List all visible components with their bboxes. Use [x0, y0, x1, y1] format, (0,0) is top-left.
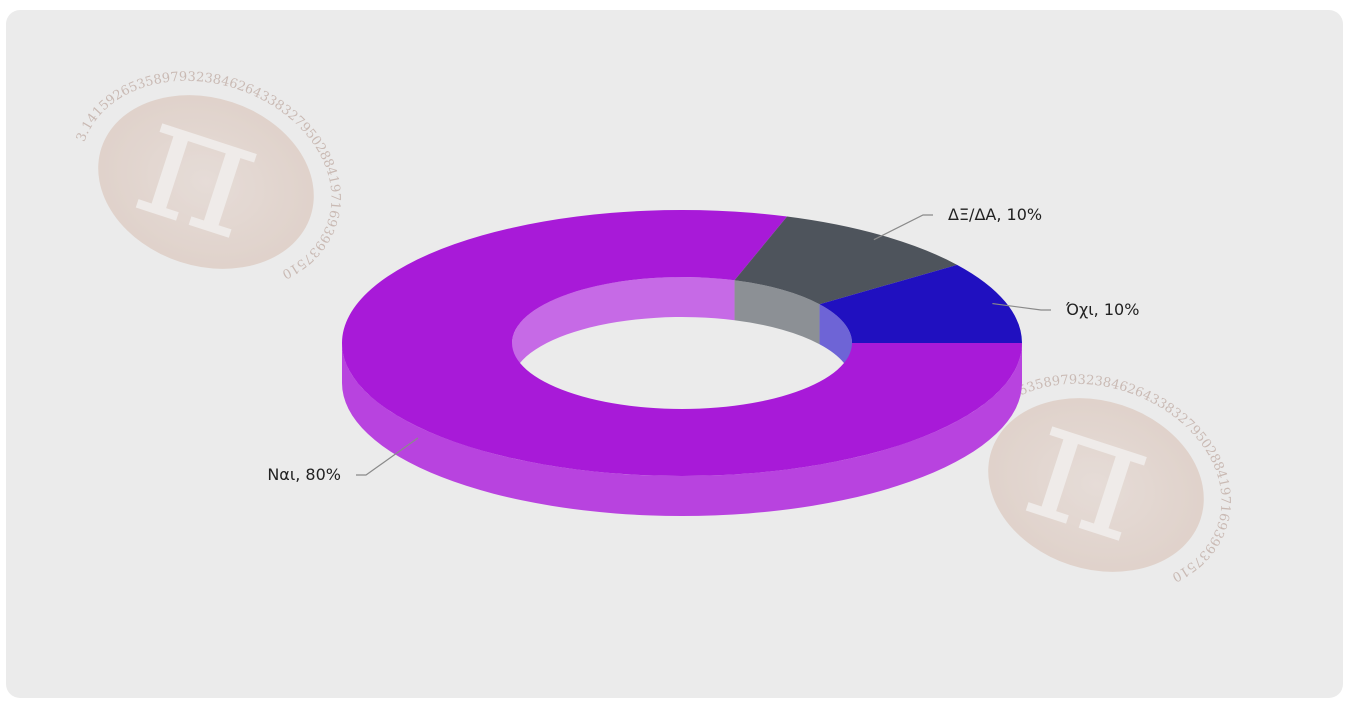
slice-nai — [341, 209, 1022, 476]
donut-chart: 3.14159265358979323846264338327950288419… — [52, 35, 1262, 594]
slice-inner-wall — [512, 277, 735, 383]
slice-label: ΔΞ/ΔΑ, 10% — [948, 205, 1042, 224]
slice-dk-na — [734, 216, 958, 305]
slice-label: Όχι, 10% — [1065, 300, 1139, 319]
leader-line — [873, 214, 933, 241]
slice-inner-wall — [819, 304, 852, 383]
leader-line — [356, 437, 419, 476]
pi-watermark-top-left: 3.14159265358979323846264338327950288419… — [52, 35, 372, 291]
leader-line — [992, 302, 1051, 311]
slice-inner-wall — [734, 280, 820, 345]
donut-slices — [341, 209, 1022, 516]
chart-panel: 3.14159265358979323846264338327950288419… — [6, 10, 1343, 698]
slice-label: Ναι, 80% — [267, 465, 341, 484]
slice-outer-wall — [342, 343, 1022, 516]
slice-ochi — [819, 264, 1022, 343]
slice-labels: Ναι, 80% ΔΞ/ΔΑ, 10% Όχι, 10% — [267, 205, 1139, 484]
